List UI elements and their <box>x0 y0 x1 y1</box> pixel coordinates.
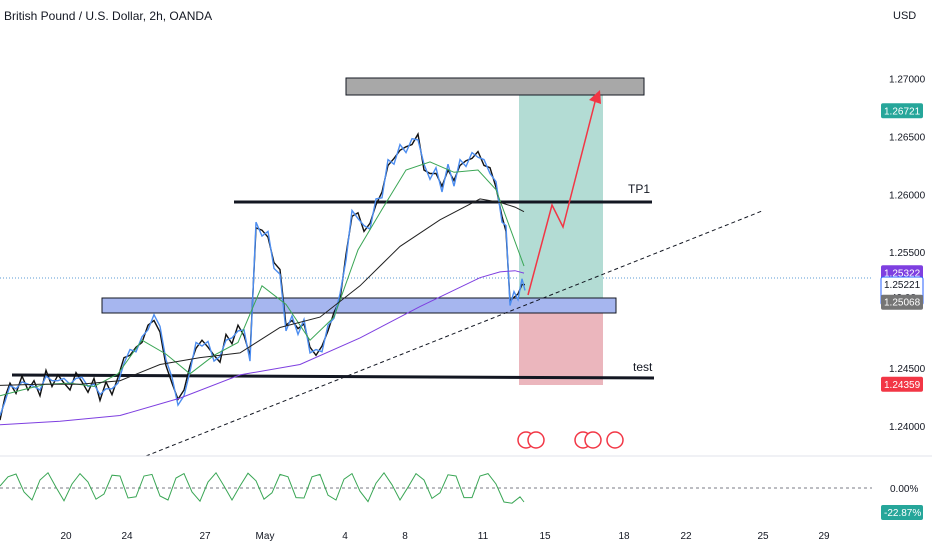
us-event-icon[interactable] <box>606 431 624 449</box>
target-zone[interactable] <box>519 95 603 298</box>
series-line-1 <box>0 137 526 416</box>
series-line-2 <box>0 161 525 397</box>
x-tick-label: 11 <box>478 531 489 542</box>
price-badge <box>881 376 923 392</box>
price-badge <box>881 103 923 119</box>
x-tick-label: 18 <box>618 531 630 542</box>
oscillator-layer <box>0 471 525 504</box>
y-tick-label: 1.26500 <box>889 132 926 143</box>
price-badge-label: 1.25221 <box>884 280 921 291</box>
x-tick-label: 25 <box>757 531 769 542</box>
series-line-4 <box>0 270 525 426</box>
y-tick-label: 1.26000 <box>889 190 926 201</box>
tp1-label: TP1 <box>628 182 650 196</box>
series-line-3 <box>0 198 525 386</box>
resistance-zone[interactable] <box>345 77 645 96</box>
test-label: test <box>633 360 653 374</box>
chart-title: British Pound / U.S. Dollar, 2h, OANDA <box>4 9 212 23</box>
price-badge-label: 1.24359 <box>884 380 921 391</box>
x-tick-label: 29 <box>818 531 830 542</box>
y-tick-label: 1.25500 <box>889 248 926 259</box>
price-axis[interactable]: 1.27000 1.26500 1.26000 1.25500 1.24500 1.240… <box>889 75 926 433</box>
trendline[interactable] <box>145 210 763 457</box>
oscillator-zero-label: 0.00% <box>890 484 918 495</box>
price-badge-label: 1.26721 <box>884 106 921 117</box>
oscillator-value-badge <box>881 505 923 520</box>
x-tick-label: 22 <box>680 531 692 542</box>
oscillator-line <box>0 471 525 504</box>
projection-arrow[interactable] <box>527 97 597 296</box>
uk-event-icon[interactable] <box>584 431 602 449</box>
y-tick-label: 1.24500 <box>889 364 926 375</box>
price-badge-label: 1.25068 <box>884 298 921 309</box>
y-tick-label: 1.24000 <box>889 422 926 433</box>
x-tick-label: 15 <box>539 531 551 542</box>
uk-event-icon[interactable] <box>527 431 545 449</box>
y-tick-label: 1.27000 <box>889 75 926 86</box>
x-tick-label: 27 <box>199 531 211 542</box>
x-tick-label: 24 <box>121 531 133 542</box>
support-zone[interactable] <box>101 297 617 314</box>
price-badge <box>881 294 923 310</box>
currency-label: USD <box>893 10 916 22</box>
x-tick-label: 20 <box>60 531 72 542</box>
oscillator-value-label: -22.87% <box>884 508 921 519</box>
time-axis[interactable]: 20 24 27 May 4 8 11 15 18 22 25 29 <box>60 531 830 542</box>
price-series-layer <box>0 132 526 426</box>
x-tick-label: 4 <box>342 531 348 542</box>
x-tick-label: May <box>256 531 275 542</box>
event-icons[interactable] <box>517 431 624 449</box>
price-badge-label: 1.25322 <box>884 268 921 279</box>
x-tick-label: 8 <box>402 531 408 542</box>
arrowhead <box>589 90 601 104</box>
